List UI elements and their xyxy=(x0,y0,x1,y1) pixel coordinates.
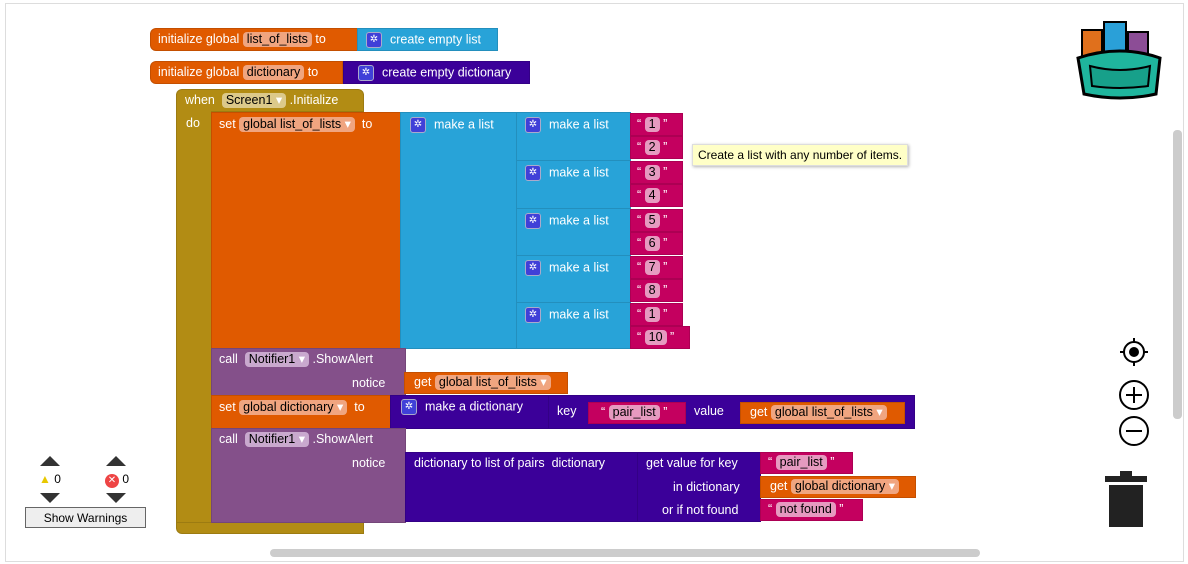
trash-icon[interactable] xyxy=(1104,471,1148,529)
do-label: do xyxy=(186,116,200,130)
warning-count: 0 xyxy=(54,472,61,486)
in-dictionary-label: in dictionary xyxy=(673,480,740,494)
var-dropdown[interactable]: global list_of_lists xyxy=(434,375,551,390)
gear-icon[interactable]: ✲ xyxy=(358,65,374,81)
method-label: .ShowAlert xyxy=(312,352,373,366)
var-dropdown[interactable]: global dictionary xyxy=(239,400,348,415)
text-value[interactable]: not found xyxy=(775,502,836,517)
text-value[interactable]: pair_list xyxy=(775,455,827,470)
make-a-list-block[interactable] xyxy=(400,112,517,349)
to-label: to xyxy=(315,32,326,46)
text-value[interactable]: 6 xyxy=(644,236,660,251)
warning-prev-arrow[interactable] xyxy=(40,456,60,466)
text-value[interactable]: 10 xyxy=(644,330,667,345)
component-dropdown[interactable]: Screen1 xyxy=(221,93,287,108)
show-warnings-button[interactable]: Show Warnings xyxy=(25,507,146,528)
block-label: create empty list xyxy=(390,32,482,47)
set-global-list-block[interactable] xyxy=(211,112,401,349)
gear-icon[interactable]: ✲ xyxy=(525,307,541,323)
gear-icon[interactable]: ✲ xyxy=(525,213,541,229)
text-value[interactable]: 3 xyxy=(644,165,660,180)
get-value-label: get value for key xyxy=(646,456,738,470)
var-name-field[interactable]: list_of_lists xyxy=(242,32,312,47)
component-dropdown[interactable]: Notifier1 xyxy=(244,352,310,367)
call-label: call xyxy=(219,432,238,446)
gear-icon[interactable]: ✲ xyxy=(401,399,417,415)
text-value[interactable]: pair_list xyxy=(608,405,660,420)
tooltip: Create a list with any number of items. xyxy=(692,144,909,166)
gear-icon[interactable]: ✲ xyxy=(366,32,382,48)
text-value[interactable]: 1 xyxy=(644,307,660,322)
error-icon: ✕ xyxy=(105,474,119,488)
block-label: make a list xyxy=(549,307,609,322)
block-label: make a list xyxy=(434,117,494,132)
block-label: make a list xyxy=(549,260,609,275)
block-label: create empty dictionary xyxy=(382,65,512,80)
get-label: get xyxy=(770,479,788,493)
error-count: 0 xyxy=(122,472,130,486)
not-found-label: or if not found xyxy=(662,503,739,517)
horizontal-scrollbar[interactable] xyxy=(270,549,980,557)
block-label: make a dictionary xyxy=(425,399,523,414)
to-label: to xyxy=(361,117,373,131)
block-label: dictionary to list of pairs xyxy=(414,456,545,470)
var-dropdown[interactable]: global list_of_lists xyxy=(239,117,355,132)
var-dropdown[interactable]: global dictionary xyxy=(790,479,899,494)
text-value[interactable]: 7 xyxy=(644,260,660,275)
gear-icon[interactable]: ✲ xyxy=(525,260,541,276)
error-next-arrow[interactable] xyxy=(106,493,126,503)
gear-icon[interactable]: ✲ xyxy=(410,117,426,133)
var-dropdown[interactable]: global list_of_lists xyxy=(770,405,887,420)
vertical-scrollbar[interactable] xyxy=(1173,130,1182,419)
zoom-out-icon[interactable] xyxy=(1118,415,1150,447)
set-label: set xyxy=(219,400,236,414)
gear-icon[interactable]: ✲ xyxy=(525,117,541,133)
warning-icon: ▲ xyxy=(39,472,51,486)
key-label: key xyxy=(557,404,577,418)
when-label: when xyxy=(185,93,215,107)
event-do-arm xyxy=(176,111,212,523)
recenter-icon[interactable] xyxy=(1120,338,1148,366)
text-value[interactable]: 8 xyxy=(644,283,660,298)
notice-label: notice xyxy=(352,376,386,390)
call-label: call xyxy=(219,352,238,366)
block-label: make a list xyxy=(549,213,609,228)
event-label: .Initialize xyxy=(289,93,339,107)
to-label: to xyxy=(354,400,365,414)
text-value[interactable]: 4 xyxy=(644,188,660,203)
gear-icon[interactable]: ✲ xyxy=(525,165,541,181)
dictionary-to-pairs-block[interactable] xyxy=(405,452,638,522)
var-name-field[interactable]: dictionary xyxy=(242,65,305,80)
block-label: make a list xyxy=(549,117,609,132)
event-footer xyxy=(176,522,364,534)
notice-label: notice xyxy=(352,456,386,470)
init-label: initialize global xyxy=(158,65,240,79)
create-empty-list-block[interactable] xyxy=(357,28,498,51)
set-label: set xyxy=(219,117,236,131)
warning-next-arrow[interactable] xyxy=(40,493,60,503)
init-label: initialize global xyxy=(158,32,240,46)
value-label: value xyxy=(694,404,724,418)
get-label: get xyxy=(414,375,432,389)
create-empty-dictionary-block[interactable] xyxy=(343,61,530,84)
block-label: make a list xyxy=(549,165,609,180)
dictionary-label: dictionary xyxy=(551,456,606,470)
text-value[interactable]: 5 xyxy=(644,213,660,228)
text-value[interactable]: 2 xyxy=(644,140,660,155)
component-dropdown[interactable]: Notifier1 xyxy=(244,432,310,447)
zoom-in-icon[interactable] xyxy=(1118,379,1150,411)
get-label: get xyxy=(750,405,768,419)
backpack-icon[interactable] xyxy=(1074,14,1166,102)
method-label: .ShowAlert xyxy=(312,432,373,446)
to-label: to xyxy=(307,65,319,79)
text-value[interactable]: 1 xyxy=(644,117,660,132)
error-prev-arrow[interactable] xyxy=(106,456,126,466)
